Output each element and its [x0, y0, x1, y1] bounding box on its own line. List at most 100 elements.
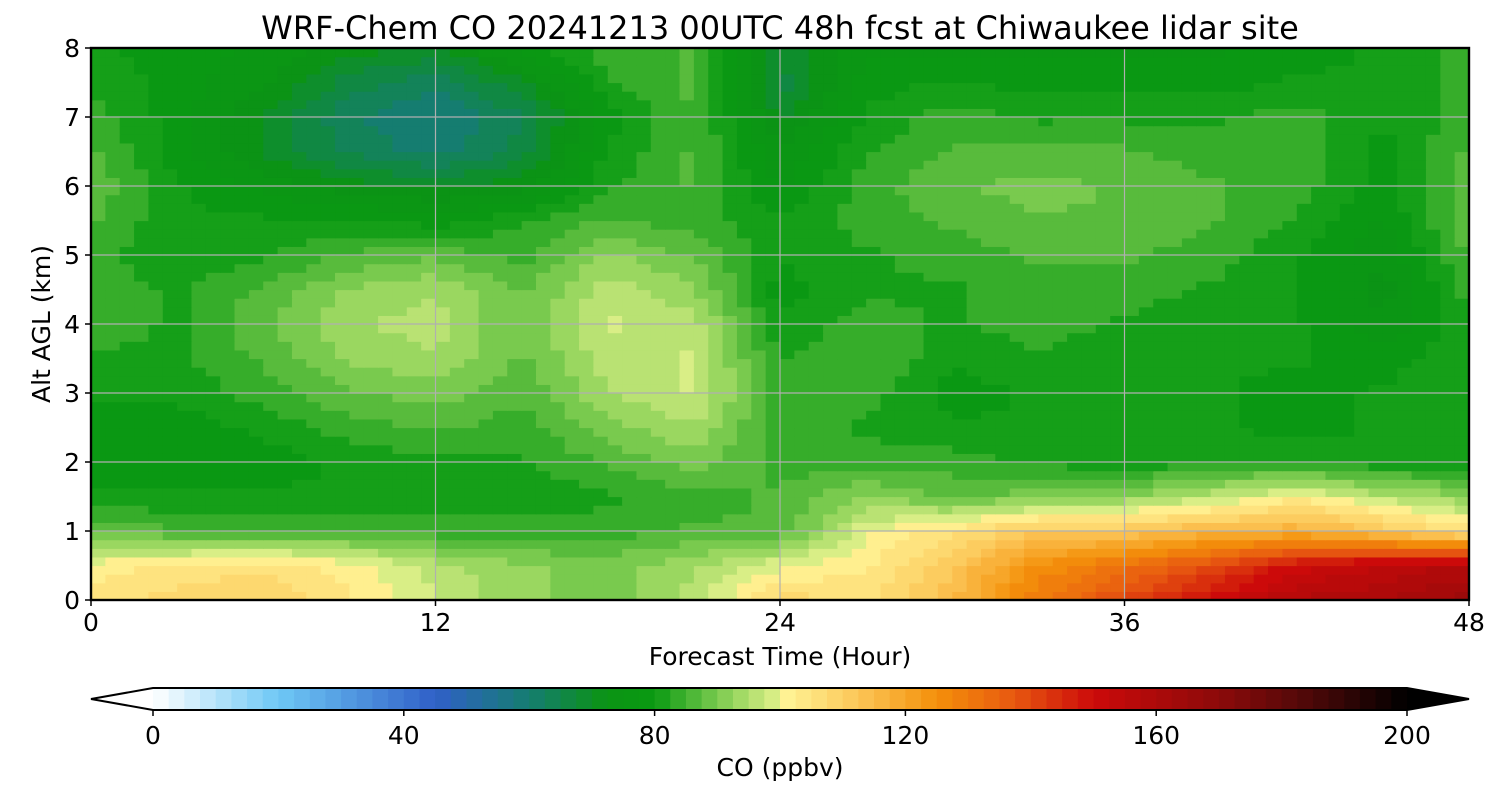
- heatmap-cell: [421, 151, 437, 161]
- heatmap-cell: [248, 255, 264, 265]
- heatmap-cell: [909, 556, 925, 567]
- heatmap-cell: [851, 324, 867, 334]
- heatmap-cell: [1440, 280, 1456, 291]
- heatmap-cell: [1311, 211, 1327, 222]
- heatmap-cell: [1253, 168, 1269, 178]
- heatmap-cell: [1153, 168, 1169, 178]
- heatmap-cell: [765, 255, 781, 265]
- heatmap-cell: [1368, 324, 1384, 334]
- heatmap-cell: [449, 591, 465, 600]
- heatmap-cell: [1167, 263, 1183, 273]
- heatmap-cell: [880, 556, 896, 567]
- heatmap-cell: [1268, 246, 1283, 256]
- heatmap-cell: [894, 418, 910, 429]
- heatmap-cell: [1052, 324, 1068, 334]
- heatmap-cell: [679, 410, 695, 420]
- heatmap-cell: [1009, 332, 1025, 342]
- heatmap-cell: [378, 194, 394, 204]
- heatmap-cell: [1282, 574, 1298, 584]
- heatmap-cell: [736, 367, 752, 377]
- heatmap-cell: [464, 574, 480, 584]
- heatmap-cell: [464, 462, 480, 472]
- heatmap-cell: [1397, 487, 1413, 498]
- heatmap-cell: [564, 470, 580, 480]
- heatmap-cell: [693, 453, 709, 463]
- heatmap-cell: [751, 574, 767, 584]
- heatmap-cell: [1311, 151, 1327, 161]
- heatmap-cell: [693, 384, 709, 394]
- heatmap-cell: [478, 168, 494, 178]
- heatmap-cell: [521, 229, 537, 239]
- heatmap-cell: [320, 280, 336, 291]
- heatmap-cell: [679, 289, 695, 299]
- heatmap-cell: [995, 246, 1011, 256]
- heatmap-cell: [1052, 393, 1068, 403]
- heatmap-cell: [435, 462, 451, 472]
- heatmap-cell: [980, 427, 996, 437]
- heatmap-cell: [995, 436, 1011, 446]
- heatmap-cell: [535, 401, 551, 411]
- heatmap-cell: [177, 341, 193, 351]
- heatmap-cell: [134, 246, 150, 256]
- heatmap-cell: [464, 160, 480, 170]
- heatmap-cell: [952, 280, 968, 291]
- heatmap-cell: [449, 375, 465, 385]
- heatmap-cell: [507, 582, 523, 592]
- heatmap-cell: [837, 349, 853, 360]
- heatmap-cell: [1167, 349, 1183, 360]
- heatmap-cell: [1268, 220, 1283, 230]
- heatmap-cell: [837, 298, 853, 308]
- heatmap-cell: [1167, 427, 1183, 437]
- heatmap-cell: [105, 280, 121, 291]
- heatmap-cell: [794, 151, 810, 161]
- heatmap-cell: [1196, 177, 1212, 187]
- heatmap-cell: [751, 324, 767, 334]
- heatmap-cell: [866, 384, 882, 394]
- heatmap-cell: [808, 255, 824, 265]
- heatmap-cell: [1454, 255, 1469, 265]
- heatmap-cell: [808, 427, 824, 437]
- heatmap-cell: [550, 237, 566, 247]
- heatmap-cell: [191, 177, 207, 187]
- heatmap-cell: [1354, 505, 1370, 515]
- heatmap-cell: [1382, 375, 1398, 385]
- heatmap-cell: [1095, 548, 1111, 558]
- heatmap-cell: [1397, 332, 1413, 342]
- heatmap-cell: [1325, 479, 1341, 489]
- heatmap-cell: [234, 556, 250, 567]
- heatmap-cell: [1268, 453, 1283, 463]
- heatmap-cell: [134, 565, 150, 575]
- heatmap-cell: [1124, 539, 1140, 549]
- heatmap-cell: [105, 332, 121, 342]
- heatmap-cell: [263, 393, 279, 403]
- heatmap-cell: [177, 436, 193, 446]
- heatmap-cell: [119, 436, 135, 446]
- heatmap-cell: [263, 349, 279, 360]
- heatmap-cell: [234, 349, 250, 360]
- heatmap-cell: [148, 237, 164, 247]
- heatmap-cell: [550, 375, 566, 385]
- heatmap-cell: [564, 582, 580, 592]
- heatmap-cell: [435, 401, 451, 411]
- heatmap-cell: [234, 306, 250, 316]
- heatmap-cell: [1354, 349, 1370, 360]
- heatmap-cell: [1110, 496, 1126, 506]
- heatmap-cell: [1339, 237, 1355, 247]
- heatmap-cell: [177, 229, 193, 239]
- heatmap-cell: [263, 315, 279, 325]
- heatmap-cell: [679, 324, 695, 334]
- heatmap-cell: [751, 539, 767, 549]
- heatmap-cell: [1024, 229, 1039, 239]
- heatmap-cell: [650, 436, 666, 446]
- heatmap-cell: [808, 332, 824, 342]
- heatmap-cell: [162, 556, 178, 567]
- heatmap-cell: [751, 263, 767, 273]
- heatmap-cell: [1239, 548, 1255, 558]
- heatmap-cell: [1210, 229, 1226, 239]
- heatmap-cell: [966, 418, 982, 429]
- heatmap-cell: [263, 194, 279, 204]
- heatmap-cell: [162, 531, 178, 541]
- heatmap-cell: [1440, 186, 1456, 196]
- heatmap-cell: [535, 272, 551, 282]
- heatmap-cell: [191, 531, 207, 541]
